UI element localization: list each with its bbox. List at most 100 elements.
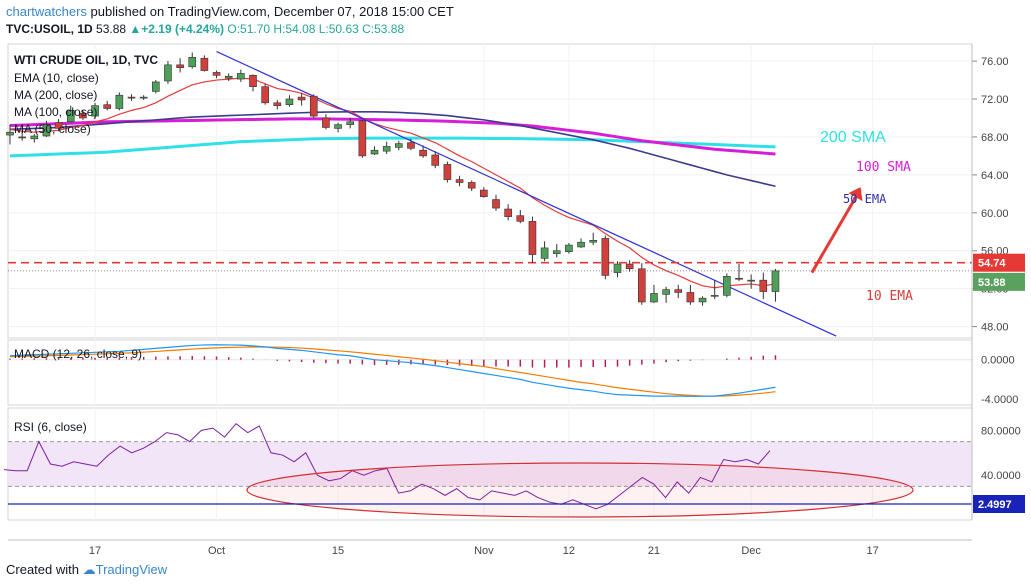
symbol-name: TVC:USOIL, 1D: [6, 22, 93, 36]
divergence-ellipse: [246, 462, 914, 518]
candle-body: [322, 117, 330, 128]
candle-body: [103, 104, 111, 109]
candle-body: [382, 146, 391, 152]
resistance-price-tag-bg: [973, 253, 1025, 272]
candle-body: [249, 74, 257, 87]
macd-signal-line: [9, 346, 776, 397]
ma200-line: [9, 136, 776, 158]
rsi-tick-label: 80.0000: [981, 425, 1021, 437]
macd-label: MACD (12, 26, close, 9): [14, 347, 143, 361]
legend-ma100[interactable]: MA (100, close): [14, 105, 98, 119]
candle-body: [42, 124, 51, 137]
symbol-info-line: TVC:USOIL, 1D 53.88 ▲+2.19 (+4.24%) O:51…: [6, 22, 404, 36]
candle-body: [91, 105, 99, 117]
annotation-10-ema: 10 EMA: [866, 289, 913, 304]
candle-body: [285, 98, 294, 105]
time-tick-label: 21: [648, 545, 660, 557]
candle-body: [613, 263, 622, 273]
legend-ma50[interactable]: MA (50, close): [14, 122, 91, 136]
candle-body: [516, 215, 525, 222]
candle-body: [115, 94, 124, 109]
tradingview-logo-icon: ☁: [82, 562, 96, 577]
tradingview-brand[interactable]: TradingView: [95, 562, 168, 577]
candle-body: [698, 297, 707, 303]
price-tick-label: 64.00: [981, 170, 1009, 182]
candle-body: [66, 110, 75, 123]
ohlc-values: O:51.70 H:54.08 L:50.63 C:53.88: [227, 22, 405, 36]
candle-body: [443, 164, 452, 180]
legend-ema10[interactable]: EMA (10, close): [14, 71, 99, 85]
indicator-legend: EMA (10, close) MA (200, close) MA (100,…: [14, 70, 99, 138]
candle-body: [480, 189, 488, 197]
arrow-head-icon: [848, 187, 863, 202]
candle-body: [18, 136, 26, 139]
author-link[interactable]: chartwatchers: [6, 4, 87, 19]
candle-body: [577, 241, 585, 248]
annotation-50-ema: 50 EMA: [843, 192, 887, 206]
price-tick-label: 48.00: [981, 322, 1009, 334]
candle-body: [188, 56, 197, 68]
candle-body: [30, 135, 39, 140]
candle-body: [710, 295, 719, 297]
up-triangle-icon: ▲: [129, 22, 142, 36]
rsi-value-tag: 2.4997: [978, 499, 1012, 511]
candle-body: [176, 64, 184, 69]
created-with-text: Created with: [6, 562, 79, 577]
footer: Created with ☁TradingView: [6, 562, 167, 578]
last-price-tag-bg: [973, 272, 1025, 291]
candle-body: [662, 289, 670, 295]
candle-body: [528, 221, 537, 255]
candle-body: [431, 154, 440, 166]
time-tick-label: 15: [332, 545, 344, 557]
rsi-label: RSI (6, close): [14, 420, 87, 434]
last-price-text: 53.88: [96, 22, 127, 36]
candle-body: [552, 250, 561, 254]
candle-body: [152, 81, 160, 92]
candle-body: [54, 122, 63, 129]
time-tick-label: Nov: [474, 545, 494, 557]
candle-body: [273, 102, 282, 106]
candle-body: [504, 208, 512, 217]
time-tick-label: Oct: [208, 545, 225, 557]
rsi-value-tag-bg: [973, 495, 1025, 513]
candle-body: [309, 95, 318, 117]
macd-line: [9, 344, 776, 397]
candle-body: [637, 268, 646, 303]
candle-body: [565, 244, 573, 252]
legend-ma200[interactable]: MA (200, close): [14, 88, 98, 102]
last-price-tag: 53.88: [978, 277, 1006, 289]
candle-body: [139, 96, 148, 99]
candle-body: [127, 96, 136, 99]
candle-body: [334, 124, 342, 129]
candle-body: [79, 112, 87, 119]
resistance-trendline: [216, 51, 837, 337]
time-tick-label: 17: [89, 545, 101, 557]
candle-body: [164, 64, 172, 82]
candle-body: [394, 143, 403, 148]
candle-body: [346, 121, 355, 125]
annotation-200-sma: 200 SMA: [820, 129, 886, 146]
candle-body: [492, 199, 500, 209]
candle-body: [358, 120, 367, 157]
bullish-arrow: [810, 188, 862, 274]
macd-tick-label: -4.0000: [981, 394, 1018, 406]
candle-body: [771, 270, 780, 292]
chart-title: WTI CRUDE OIL, 1D, TVC: [14, 53, 158, 67]
candle-body: [686, 292, 695, 303]
candle-body: [747, 279, 755, 282]
candle-body: [759, 279, 768, 292]
time-tick-label: Dec: [741, 545, 761, 557]
publish-header: chartwatchers published on TradingView.c…: [6, 4, 454, 19]
candle-body: [723, 276, 731, 296]
candle-body: [297, 96, 306, 101]
time-tick-label: 17: [867, 545, 879, 557]
candle-body: [419, 149, 427, 157]
candle-body: [467, 182, 476, 189]
candle-body: [261, 86, 269, 104]
candle-body: [212, 72, 221, 76]
price-tick-label: 76.00: [981, 56, 1009, 68]
annotation-100-sma: 100 SMA: [856, 160, 911, 175]
candle-body: [625, 263, 634, 270]
price-tick-label: 68.00: [981, 132, 1009, 144]
